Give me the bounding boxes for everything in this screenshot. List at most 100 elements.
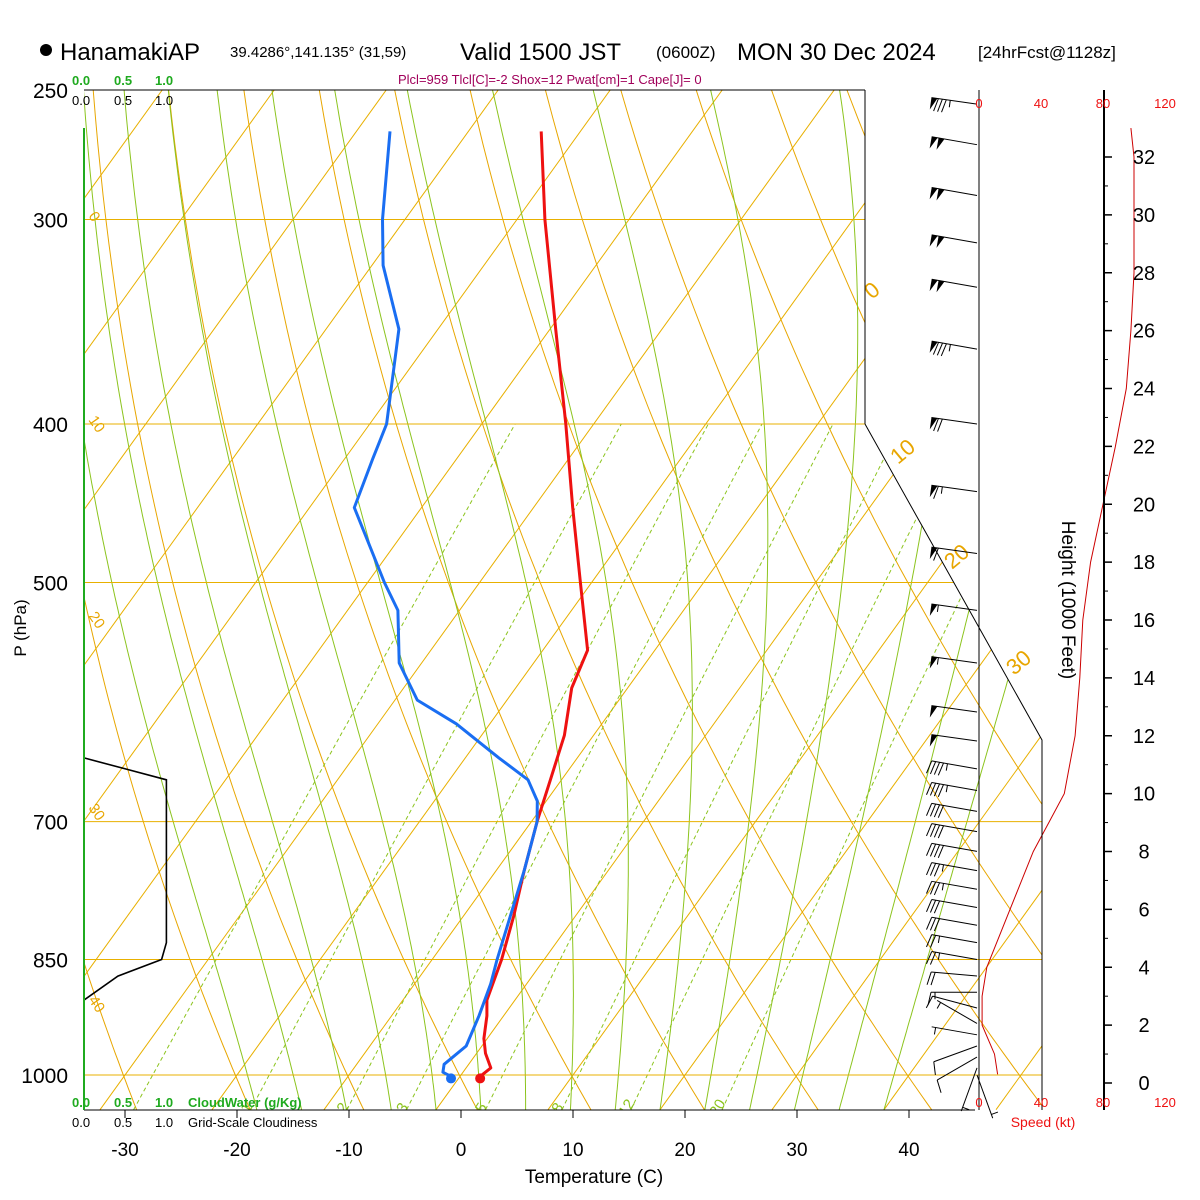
wind-barb-shaft xyxy=(931,603,978,611)
wind-barb-full xyxy=(933,486,939,499)
wind-barb-shaft xyxy=(931,971,978,977)
isotherm-line xyxy=(211,90,968,1110)
wind-barb-full xyxy=(937,99,943,112)
temperature-tick-label: 10 xyxy=(562,1140,583,1161)
wind-barb-flag xyxy=(936,236,945,248)
wind-barb-shaft xyxy=(936,1056,978,1081)
height-tick-label: 28 xyxy=(1133,263,1155,285)
wind-barb-full xyxy=(929,803,937,817)
wind-barb-flag xyxy=(929,603,938,616)
wind-barb-shaft xyxy=(933,1045,978,1063)
dry-adiabat-label: 0 xyxy=(859,277,884,304)
wind-barb-full xyxy=(933,418,939,432)
wind-barb-shaft xyxy=(936,1000,978,1024)
wind-barb-shaft xyxy=(931,136,978,146)
dry-adiabat-line xyxy=(686,90,1042,1110)
wind-barb-full xyxy=(929,952,937,965)
dry-adiabat-line xyxy=(165,90,478,1110)
wind-barb-full xyxy=(926,951,933,965)
dry-adiabat-line xyxy=(388,90,819,1110)
wind-barb-flag xyxy=(929,97,938,110)
speed-bottom-tick-3: 120 xyxy=(1154,1095,1176,1110)
wind-barb xyxy=(929,656,978,669)
cloud-fraction-line xyxy=(83,757,168,1075)
wind-barb-full xyxy=(929,900,937,913)
wind-barb-full xyxy=(937,805,944,818)
wind-barb-shaft xyxy=(931,546,978,554)
height-tick-label: 0 xyxy=(1138,1073,1149,1095)
frame-right-skew xyxy=(864,423,1043,1110)
temperature-tick-label: -20 xyxy=(223,1140,250,1161)
wind-barb-shaft xyxy=(931,186,978,196)
cloudwater-tick-2: 1.0 xyxy=(155,1095,173,1110)
wind-barb-full xyxy=(926,760,933,774)
wind-barb-full xyxy=(929,881,937,895)
wind-barb-full xyxy=(929,824,937,837)
wind-barb-half xyxy=(940,486,943,494)
height-axis-label: Height (1000 Feet) xyxy=(1057,521,1078,679)
dry-adiabat-line xyxy=(90,90,365,1110)
x-axis-label: Temperature (C) xyxy=(525,1167,663,1188)
wind-barb xyxy=(929,186,978,201)
wind-barb-flag xyxy=(929,734,938,747)
dry-adiabat-label: 30 xyxy=(85,801,108,824)
temperature-tick-label: -10 xyxy=(335,1140,362,1161)
pressure-tick-label: 500 xyxy=(33,573,68,596)
cloudiness-label: Grid-Scale Cloudiness xyxy=(188,1115,318,1130)
wind-barb-flag xyxy=(929,485,938,498)
wind-barb-shaft xyxy=(931,1026,978,1036)
wind-barb-full xyxy=(933,1061,936,1076)
mixing-ratio-line xyxy=(250,423,622,1110)
dry-adiabat-label: 30 xyxy=(1001,645,1036,680)
height-tick-label: 30 xyxy=(1133,205,1155,227)
mixing-ratio-line xyxy=(133,423,516,1110)
wind-barb-half xyxy=(933,1027,937,1035)
dry-adiabat-label: 0 xyxy=(85,209,104,226)
dewpoint-trace xyxy=(352,131,539,1078)
wind-barb-full xyxy=(936,342,943,356)
wind-barb xyxy=(929,136,978,150)
wind-barb-full xyxy=(929,863,937,876)
wind-barb xyxy=(976,1074,999,1119)
temperature-tick-label: 20 xyxy=(674,1140,695,1161)
wind-barb xyxy=(926,802,978,818)
wind-barb-shaft xyxy=(932,995,978,1009)
dry-adiabat-line xyxy=(84,90,138,1110)
wind-barb-full xyxy=(927,992,932,1006)
wind-barb-full xyxy=(933,918,941,932)
mixing-ratio-line xyxy=(561,423,902,1110)
station-marker-icon xyxy=(40,44,52,56)
cloud-top-green-1: 0.5 xyxy=(114,73,132,88)
wind-barb-half xyxy=(937,952,941,960)
wind-barb-full xyxy=(941,99,947,113)
wind-barb-flag xyxy=(936,137,945,150)
stability-indices: Plcl=959 Tlcl[C]=-2 Shox=12 Pwat[cm]=1 C… xyxy=(398,72,702,87)
height-tick-label: 26 xyxy=(1133,321,1155,343)
wind-barb-shaft xyxy=(931,484,978,493)
dry-adiabat-line xyxy=(1060,61,1200,1110)
speed-bottom-tick-1: 40 xyxy=(1034,1095,1048,1110)
wind-barb-full xyxy=(933,547,939,561)
wind-barb xyxy=(929,234,978,248)
isotherm-line xyxy=(995,90,1042,1110)
wind-barb-shaft xyxy=(960,1067,978,1112)
wind-barb xyxy=(926,951,978,965)
cloudwater-tick-0: 0.0 xyxy=(72,1095,90,1110)
height-tick-label: 4 xyxy=(1138,957,1149,979)
wind-barb-half xyxy=(945,785,948,793)
wind-barb-full xyxy=(937,762,944,776)
dewpoint-surface-point xyxy=(446,1073,457,1084)
moist-adiabat-line xyxy=(84,90,258,1110)
wind-barb-full xyxy=(933,863,941,877)
wind-barb xyxy=(929,734,978,747)
isotherm-line xyxy=(99,90,856,1110)
wind-barb-full xyxy=(933,98,939,112)
wind-barb-half xyxy=(941,864,945,872)
wind-barb-full xyxy=(929,843,937,857)
wind-barb-flag xyxy=(929,187,938,200)
wind-barb-shaft xyxy=(931,97,978,105)
moist-adiabat-line xyxy=(704,90,769,1110)
mixing-ratio-label: 3 xyxy=(393,1100,412,1116)
dry-adiabat-line xyxy=(463,90,933,1110)
